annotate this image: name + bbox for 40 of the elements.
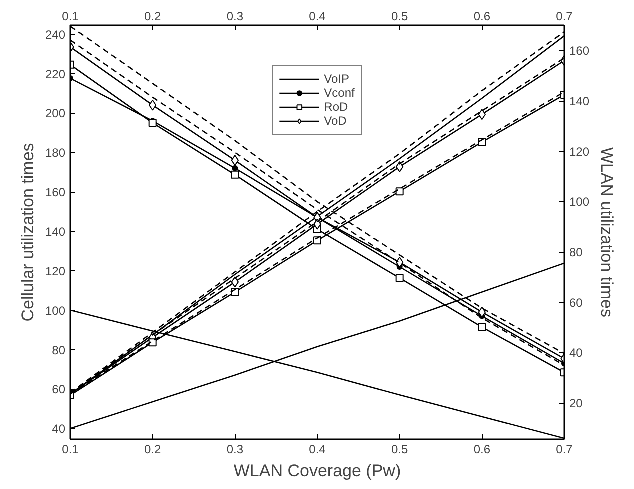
y-tick-label: 240: [45, 28, 66, 42]
x2-tick-label: 0.4: [309, 442, 326, 456]
legend-label: RoD: [324, 100, 348, 114]
legend-label: VoIP: [324, 72, 350, 86]
y-tick-label: 200: [45, 106, 66, 121]
y-tick-label: 180: [45, 146, 66, 160]
x-tick-label: 0.2: [144, 10, 162, 24]
y2-tick-label: 120: [570, 144, 590, 159]
y-tick-label: 140: [45, 225, 66, 240]
x2-tick-label: 0.3: [226, 442, 244, 456]
y-tick-label: 100: [45, 304, 66, 318]
x-tick-label: 0.4: [309, 10, 326, 24]
y-tick-label: 80: [52, 343, 66, 358]
y2-tick-label: 40: [570, 346, 584, 360]
x-axis-title: WLAN Coverage (Pw): [234, 462, 402, 480]
x2-tick-label: 0.1: [62, 442, 80, 456]
y-tick-label: 120: [45, 264, 66, 278]
legend-label: Vconf: [324, 86, 355, 100]
y2-tick-label: 140: [570, 94, 590, 108]
y2-tick-label: 100: [570, 195, 590, 210]
y-tick-label: 60: [52, 382, 66, 397]
y-tick-label: 40: [52, 422, 66, 436]
y2-axis-title: WLAN utilization times: [598, 147, 617, 318]
x-tick-label: 0.3: [226, 10, 244, 24]
x-tick-label: 0.5: [391, 10, 408, 24]
y2-tick-label: 160: [570, 44, 590, 58]
y-tick-label: 220: [45, 67, 66, 82]
x2-tick-label: 0.5: [391, 442, 408, 456]
x-tick-label: 0.7: [556, 10, 574, 24]
y2-tick-label: 20: [570, 396, 584, 411]
x2-tick-label: 0.2: [144, 442, 162, 456]
x2-tick-label: 0.7: [556, 442, 574, 456]
y-tick-label: 160: [45, 186, 66, 200]
x2-tick-label: 0.6: [474, 442, 491, 456]
y2-tick-label: 60: [570, 296, 584, 310]
y-axis-title: Cellular utilization times: [18, 143, 38, 322]
y2-tick-label: 80: [570, 246, 584, 260]
x-tick-label: 0.6: [474, 10, 491, 24]
legend-label: VoD: [324, 114, 347, 128]
x-tick-label: 0.1: [62, 10, 80, 24]
